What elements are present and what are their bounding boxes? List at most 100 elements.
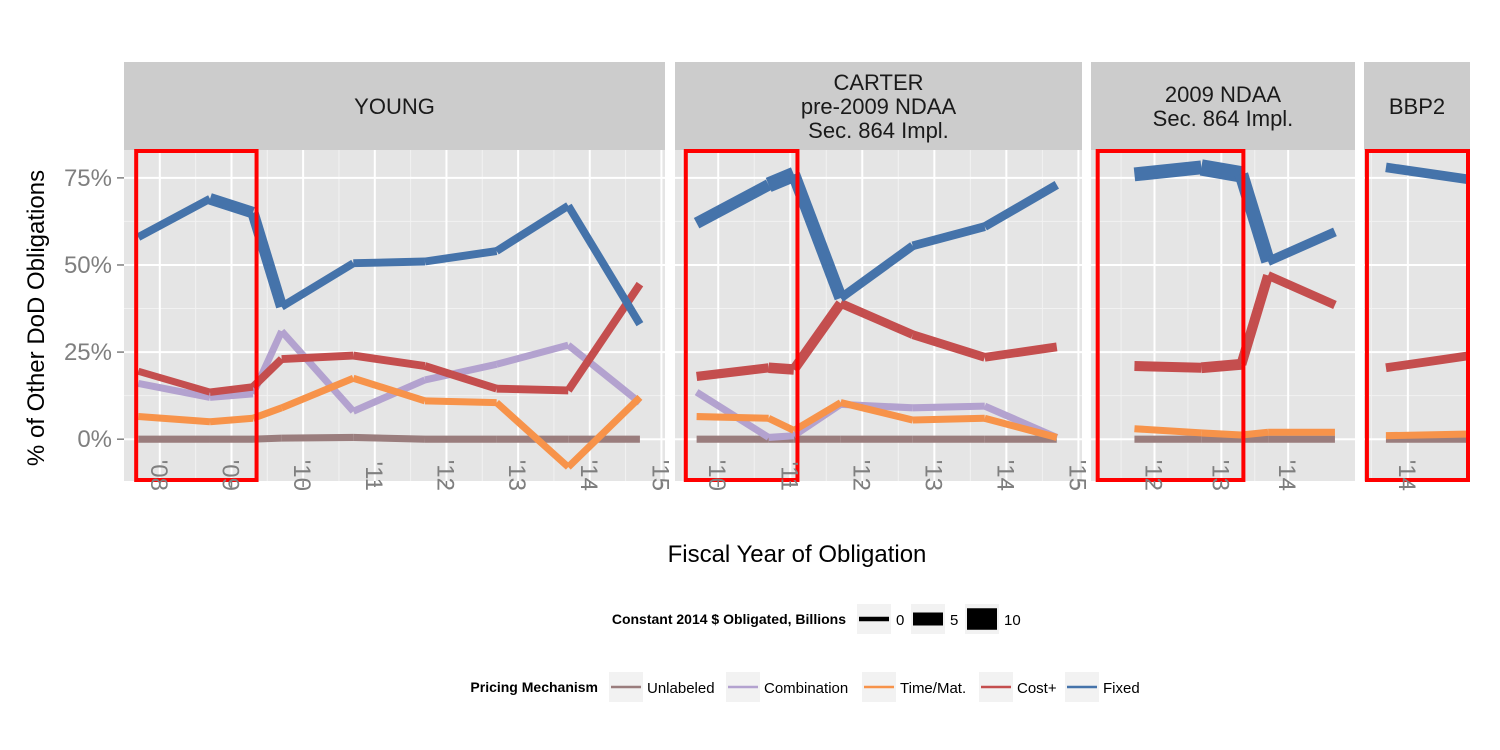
y-axis: 0% 25% 50% 75% [64,165,124,453]
line-segment-time-mat [352,374,427,405]
color-legend: Pricing Mechanism Unlabeled Combination Tim… [470,672,1140,702]
line-segment-cost [1134,361,1202,373]
line-segment-time-mat [1241,428,1269,439]
facet-strip-label: 2009 NDAA [1165,82,1282,107]
line-segment-unlabeled [353,433,426,443]
series-fixed [1385,162,1470,185]
x-tick-label: '12 [847,460,874,491]
size-legend-label: 5 [950,612,958,629]
x-axis-title: Fiscal Year of Obligation [668,541,927,568]
facet-strip [1364,62,1470,150]
line-segment-fixed [787,172,847,301]
line-segment-fixed [911,222,986,251]
line-segment-cost [984,342,1058,362]
line-segment-combination [137,379,211,401]
highlight-box [1364,149,1471,482]
x-tick-label: '14 [575,460,602,491]
line-segment-fixed [564,203,644,327]
line-segment-fixed [279,259,356,311]
line-segment-combination [424,360,498,384]
color-legend-label: Unlabeled [647,680,715,697]
line-segment-fixed [982,181,1059,231]
line-segment-cost [1385,351,1470,373]
x-tick-label: '12 [431,460,458,491]
line-segment-combination [768,432,795,441]
series-lines [1133,159,1337,443]
line-segment-fixed [838,242,916,302]
highlight-box [134,149,259,482]
facet-strip-label: YOUNG [354,94,435,119]
line-segment-fixed [424,247,498,266]
line-segment-time-mat [912,414,985,424]
size-legend-label: 10 [1004,612,1021,629]
line-segment-cost [696,363,770,382]
color-legend-label: Cost+ [1017,680,1057,697]
x-tick-label: '14 [991,460,1018,491]
facet-panels: YOUNG'08'09'10'11'12'13'14'15CARTERpre-2… [124,62,1471,492]
line-segment-combination [912,402,985,412]
highlight-box [683,149,800,482]
line-segment-fixed [208,193,255,219]
y-axis-title: % of Other DoD Obligations [23,170,50,466]
line-segment-time-mat [280,374,355,412]
x-tick-label: '10 [703,460,730,491]
color-legend-label: Fixed [1103,680,1140,697]
series-time-mat [138,374,643,470]
y-tick-label: 25% [64,339,112,366]
line-segment-fixed [1133,160,1202,182]
line-segment-cost [768,362,795,375]
line-segment-cost [838,299,915,339]
line-segment-time-mat [792,399,843,434]
line-segment-time-mat [209,414,254,426]
size-legend-title: Constant 2014 $ Obligated, Billions [612,611,846,627]
line-segment-fixed [1234,172,1275,264]
x-tick-label: '15 [646,460,673,491]
line-segment-combination [279,328,356,414]
line-segment-cost [1236,273,1273,366]
line-segment-cost [281,351,354,363]
facet-strip-label: BBP2 [1389,94,1445,119]
x-tick-label: '08 [145,460,172,491]
y-tick-label: 0% [77,426,112,453]
line-segment-time-mat [138,413,211,426]
size-legend: Constant 2014 $ Obligated, Billions 0 5 10 [612,604,1021,634]
line-segment-cost [911,330,987,362]
size-legend-label: 0 [896,612,904,629]
series-cost [1385,351,1470,373]
series-time-mat [1385,430,1470,440]
line-segment-fixed [693,179,772,229]
line-segment-time-mat [1385,430,1470,440]
line-segment-combination [566,342,643,406]
series-lines [1385,162,1470,443]
x-tick-label: '10 [288,460,315,491]
line-segment-fixed [1266,227,1337,266]
facet-strip-label: pre-2009 NDAA [801,94,957,119]
facet-strip-label: Sec. 864 Impl. [1153,106,1294,131]
y-tick-label: 50% [64,252,112,279]
facet-strip [1091,62,1355,150]
color-legend-title: Pricing Mechanism [470,679,598,695]
x-tick-label: '14 [1273,460,1300,491]
series-combination [137,328,643,415]
x-tick-label: '11 [775,462,802,492]
highlight-box [1095,149,1246,482]
series-lines [136,193,644,470]
series-fixed [693,167,1059,302]
line-segment-fixed [1385,162,1470,185]
line-segment-time-mat [839,399,914,424]
series-lines [693,167,1059,443]
facet-strip-label: CARTER [833,70,923,95]
panel-4: BBP2 '14 [1364,62,1471,491]
line-segment-cost [1266,271,1337,310]
series-unlabeled [138,433,640,443]
line-segment-fixed [494,202,571,255]
x-tick-label: '14 [1393,460,1420,491]
line-segment-cost [423,362,498,393]
x-tick-label: '12 [1139,460,1166,491]
facet-strip-label: Sec. 864 Impl. [808,118,949,143]
line-segment-time-mat [1134,425,1202,437]
line-segment-time-mat [565,394,643,470]
line-segment-cost [496,384,569,395]
x-tick-label: '13 [503,460,530,491]
